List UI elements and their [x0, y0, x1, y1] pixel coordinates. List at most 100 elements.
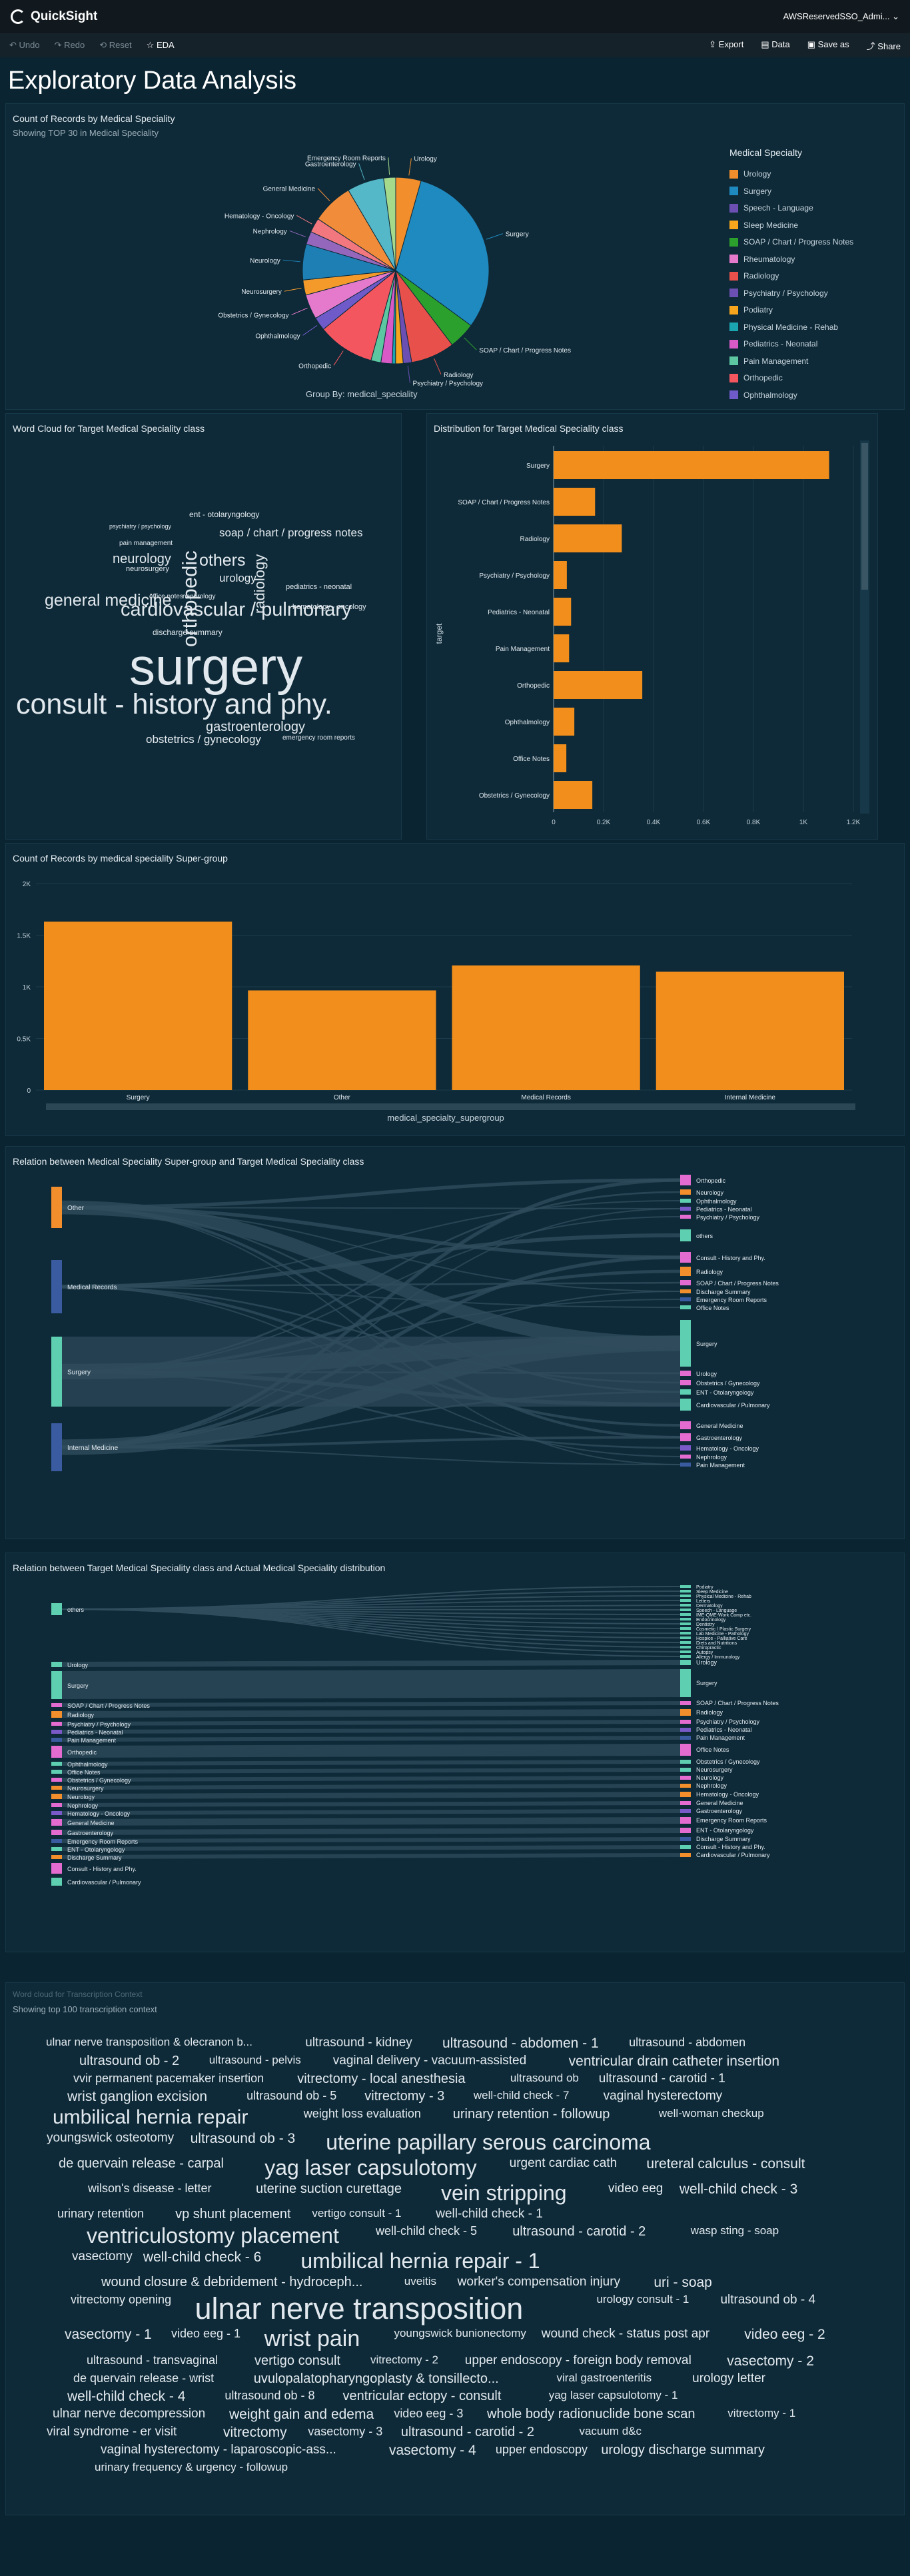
- sankey2-right-node-chiropractic[interactable]: [680, 1646, 691, 1648]
- sankey2-link[interactable]: [56, 1817, 680, 1826]
- pie-legend-item-podiatry[interactable]: Podiatry: [729, 305, 773, 315]
- sankey2-right-node-endocrinology[interactable]: [680, 1618, 691, 1620]
- wordcloud2-word[interactable]: ultrasound - carotid - 2: [512, 2224, 646, 2239]
- wordcloud2-word[interactable]: vvir permanent pacemaker insertion: [73, 2072, 264, 2085]
- pie-legend-item-pediatrics-neonatal[interactable]: Pediatrics - Neonatal: [729, 339, 817, 348]
- pie-legend-item-speech-language[interactable]: Speech - Language: [729, 203, 813, 213]
- wordcloud2-word[interactable]: ultrasound - abdomen: [629, 2036, 746, 2049]
- wordcloud2-word[interactable]: uterine suction curettage: [256, 2182, 402, 2196]
- sankey1-node-surgery[interactable]: [680, 1320, 691, 1367]
- sankey2-left-node-neurosurgery[interactable]: [51, 1786, 62, 1790]
- wordcloud2-word[interactable]: ventricular ectopy - consult: [342, 2389, 502, 2403]
- pie-legend-item-orthopedic[interactable]: Orthopedic: [729, 373, 783, 382]
- sankey2-link[interactable]: [55, 1609, 681, 1634]
- wordcloud2-word[interactable]: urgent cardiac cath: [509, 2156, 618, 2170]
- sankey2-right-node-pain-management[interactable]: [680, 1736, 691, 1740]
- sankey2-right-node-obstetrics-gynecology[interactable]: [680, 1760, 691, 1764]
- sankey1-link-surgery[interactable]: [56, 1337, 680, 1407]
- hbar-chart[interactable]: target 0 0.2K 0.4K 0.6K 0.8K 1K 1.2K Surgery SOAP…: [427, 434, 877, 834]
- sankey1-link[interactable]: [55, 1436, 681, 1449]
- wordcloud2-word[interactable]: upper endoscopy - foreign body removal: [464, 2353, 691, 2367]
- redo-button[interactable]: ↷ Redo: [54, 40, 85, 50]
- sankey2-left-node-others[interactable]: [51, 1603, 62, 1615]
- sankey2-left-node-neurology[interactable]: [51, 1794, 62, 1799]
- sankey1-node-orthopedic[interactable]: [680, 1175, 691, 1185]
- wordcloud2-word[interactable]: vitrectomy - local anesthesia: [297, 2072, 466, 2086]
- data-button[interactable]: ▤ Data: [761, 39, 789, 52]
- wordcloud2-word[interactable]: vasectomy - 2: [727, 2353, 814, 2369]
- sankey1-node-cardiovascular-pulmonary[interactable]: [680, 1399, 691, 1411]
- wordcloud2-word[interactable]: video eeg - 3: [394, 2407, 464, 2420]
- sankey1-node-others[interactable]: [680, 1229, 691, 1241]
- sankey1-node-discharge-summary[interactable]: [680, 1289, 691, 1293]
- sankey2-right-node-nephrology[interactable]: [680, 1784, 691, 1788]
- sankey1-node-pain-management[interactable]: [680, 1463, 691, 1467]
- pie-leader-neurosurgery[interactable]: [284, 287, 302, 292]
- wordcloud1-word[interactable]: pain management: [119, 540, 173, 547]
- wordcloud2-word[interactable]: vaginal hysterectomy: [603, 2089, 723, 2103]
- sankey2-link[interactable]: [56, 1736, 680, 1742]
- sankey2-right-node-dentistry[interactable]: [680, 1622, 691, 1625]
- hbar-radiology[interactable]: [554, 524, 622, 552]
- pie-legend-item-surgery[interactable]: Surgery: [729, 187, 771, 196]
- sankey1-node-gastroenterology[interactable]: [680, 1433, 691, 1441]
- wordcloud2-word[interactable]: urology letter: [692, 2371, 765, 2385]
- sankey1-node-radiology[interactable]: [680, 1267, 691, 1276]
- vbar-scrollbar[interactable]: [46, 1103, 855, 1110]
- hbar-obstetrics-gynecology[interactable]: [554, 781, 593, 809]
- pie-legend-item-sleep-medicine[interactable]: Sleep Medicine: [729, 221, 798, 230]
- wordcloud2-word[interactable]: ventriculostomy placement: [87, 2224, 339, 2248]
- sankey2-left-node-discharge-summary[interactable]: [51, 1855, 62, 1859]
- share-button[interactable]: ⤴ Share: [867, 39, 901, 52]
- sankey2-right-node-ime-qme-work-comp-etc[interactable]: [680, 1613, 691, 1616]
- wordcloud2-word[interactable]: ultrasound ob - 3: [190, 2131, 296, 2146]
- pie-leader-surgery[interactable]: [486, 233, 503, 240]
- export-button[interactable]: ⇪ Export: [709, 39, 743, 52]
- wordcloud2-word[interactable]: ventricular drain catheter insertion: [568, 2054, 779, 2069]
- sankey1-node-soap-chart-progress-notes[interactable]: [680, 1280, 691, 1285]
- quicksight-logo[interactable]: QuickSight: [11, 9, 97, 24]
- sankey2-right-node-hematology-oncology[interactable]: [680, 1792, 691, 1797]
- sankey2-left-node-soap-chart-progress-notes[interactable]: [51, 1703, 62, 1707]
- sankey1-link[interactable]: [55, 1447, 681, 1465]
- sankey2-right-node-ent-otolaryngology[interactable]: [680, 1828, 691, 1833]
- wordcloud2-word[interactable]: wilson's disease - letter: [88, 2182, 212, 2195]
- wordcloud1-word[interactable]: obstetrics / gynecology: [146, 733, 261, 746]
- wordcloud2-word[interactable]: vertigo consult: [254, 2353, 340, 2368]
- sankey2-link[interactable]: [56, 1801, 680, 1807]
- wordcloud2-word[interactable]: vaginal delivery - vacuum-assisted: [332, 2054, 527, 2068]
- wordcloud1-word[interactable]: cardiovascular / pulmonary: [121, 599, 352, 620]
- wordcloud2-word[interactable]: vasectomy - 3: [308, 2425, 383, 2438]
- wordcloud2-word[interactable]: ultrasound ob: [510, 2072, 579, 2084]
- supergroup-bar-chart[interactable]: 0 0.5K 1K 1.5K 2K Surgery Other Medical Records…: [6, 864, 905, 1130]
- wordcloud1-word[interactable]: others: [199, 551, 246, 570]
- wordcloud2-word[interactable]: ultrasound - carotid - 2: [400, 2425, 534, 2439]
- sankey2-left-node-urology[interactable]: [51, 1662, 62, 1667]
- wordcloud2-word[interactable]: ultrasound ob - 4: [720, 2293, 816, 2307]
- pie-slice-orthopedic[interactable]: [322, 269, 396, 361]
- wordcloud2-word[interactable]: youngswick osteotomy: [47, 2131, 175, 2145]
- sankey1-node-surgery[interactable]: [51, 1337, 62, 1407]
- wordcloud1-word[interactable]: neurosurgery: [126, 565, 169, 573]
- sankey1-link[interactable]: [55, 1207, 681, 1209]
- wordcloud2-word[interactable]: urology consult - 1: [596, 2293, 689, 2305]
- wordcloud1-word[interactable]: general medicine: [45, 591, 172, 610]
- vbar-medical-records[interactable]: [452, 965, 640, 1090]
- wordcloud2-word[interactable]: vitrectomy - 3: [364, 2089, 445, 2104]
- pie-legend-item-soap-chart-progress-notes[interactable]: SOAP / Chart / Progress Notes: [729, 237, 853, 247]
- sankey2-right-node-sleep-medicine[interactable]: [680, 1590, 691, 1593]
- wordcloud1-word[interactable]: nephrology: [183, 593, 216, 600]
- pie-legend-item-psychiatry-psychology[interactable]: Psychiatry / Psychology: [729, 289, 828, 298]
- sankey2-link[interactable]: [56, 1792, 680, 1799]
- wordcloud2-word[interactable]: weight gain and edema: [229, 2407, 374, 2422]
- wordcloud2-word[interactable]: well-child check - 1: [436, 2207, 543, 2221]
- wordcloud2-word[interactable]: uveitis: [404, 2275, 436, 2287]
- wordcloud2-word[interactable]: vertigo consult - 1: [312, 2207, 402, 2220]
- wordcloud2-word[interactable]: de quervain release - carpal: [59, 2156, 224, 2171]
- wordcloud2-word[interactable]: yag laser capsulotomy - 1: [548, 2389, 678, 2401]
- wordcloud2-word[interactable]: well-woman checkup: [658, 2107, 764, 2120]
- wordcloud1-word[interactable]: emergency room reports: [282, 734, 355, 742]
- wordcloud1-word[interactable]: gastroenterology: [206, 720, 305, 734]
- wordcloud2-word[interactable]: ultrasound - transvaginal: [87, 2353, 219, 2367]
- wordcloud2-word[interactable]: well-child check - 5: [376, 2224, 478, 2238]
